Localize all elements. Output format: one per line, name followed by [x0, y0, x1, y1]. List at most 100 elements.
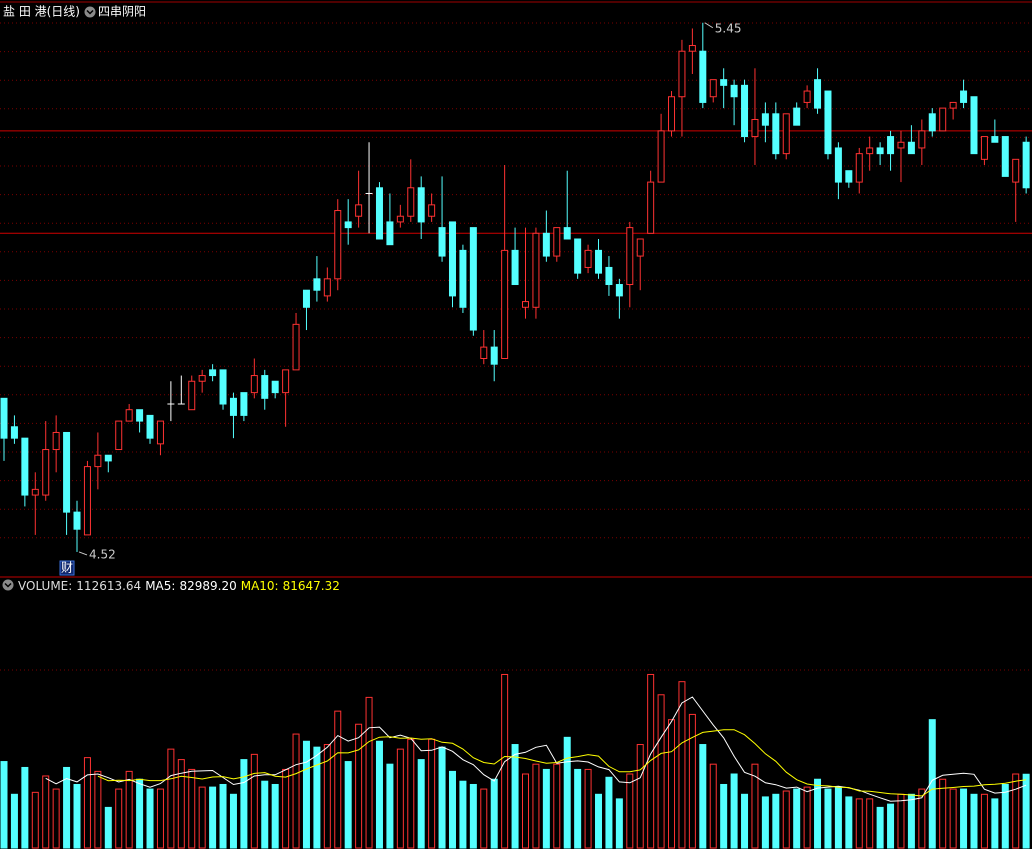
candle-body [334, 210, 342, 280]
volume-bar [970, 793, 978, 849]
candle-body [31, 488, 39, 496]
volume-bar [949, 788, 957, 849]
high-pointer [704, 22, 714, 29]
candle-body [1001, 136, 1009, 177]
candle-body [469, 227, 477, 331]
volume-bar [1001, 783, 1009, 849]
volume-bar [156, 788, 164, 849]
volume-bar [887, 803, 895, 849]
candle-body [741, 84, 749, 138]
ma-value: 81647.32 [283, 579, 340, 593]
volume-bar [229, 793, 237, 849]
volume-bar [417, 759, 425, 849]
candle-body [94, 454, 102, 468]
volume-bar [125, 770, 133, 849]
volume-bar [834, 786, 842, 849]
volume-bar [407, 738, 415, 849]
volume-menu-icon-arrow [4, 582, 12, 588]
volume-bar [584, 768, 592, 849]
candle-body [271, 380, 279, 394]
candle-body [782, 113, 790, 155]
candle-body [532, 232, 540, 308]
candle-body [970, 96, 978, 155]
volume-bar [595, 793, 603, 849]
candle-body [709, 79, 717, 98]
volume-bar [209, 786, 217, 849]
candle-body [772, 113, 780, 155]
badge: 财 [61, 561, 73, 575]
volume-bar [250, 753, 258, 849]
candle-body [688, 45, 696, 52]
volume-bar [428, 738, 436, 849]
candle-body [980, 136, 988, 160]
candle-body [918, 130, 926, 149]
volume-bar [918, 788, 926, 849]
candle-body [855, 153, 863, 183]
volume-bar [448, 770, 456, 849]
volume-bar [1012, 773, 1020, 849]
candle-body [480, 346, 488, 359]
volume-bar [626, 773, 634, 849]
candle-body [219, 369, 227, 405]
candle-body [21, 437, 29, 496]
volume-label: VOLUME: [18, 579, 72, 593]
volume-bar [188, 768, 196, 849]
volume-bar [855, 798, 863, 849]
candle-body [751, 118, 759, 138]
ma-value: 82989.20 [179, 579, 236, 593]
volume-bar [313, 746, 321, 849]
candle-body [115, 420, 123, 451]
volume-value: 112613.64 [76, 579, 141, 593]
candle-body [344, 221, 352, 229]
volume-header: VOLUME: 112613.64 MA5: 82989.20 MA10: 81647.3… [18, 579, 340, 593]
volume-bar [991, 798, 999, 849]
candle-body [386, 221, 394, 246]
volume-bar [793, 788, 801, 849]
candle-body [501, 249, 509, 359]
candle-body [302, 289, 310, 308]
candle-body [63, 431, 71, 513]
volume-bar [146, 788, 154, 849]
volume-bar [688, 713, 696, 849]
volume-bar [104, 806, 112, 849]
candle-body [396, 215, 404, 223]
candle-body [292, 323, 300, 371]
candle-body [146, 414, 154, 439]
volume-bar [177, 759, 185, 849]
volume-bar [709, 763, 717, 849]
volume-bar [490, 778, 498, 849]
menu-icon[interactable] [84, 6, 96, 18]
volume-bar [375, 740, 383, 849]
volume-bar [115, 788, 123, 849]
volume-bar [928, 719, 936, 849]
candle-body [866, 147, 874, 155]
candle-body [1022, 141, 1030, 189]
volume-bar [678, 681, 686, 849]
volume-bar [73, 783, 81, 849]
volume-bar [83, 757, 91, 849]
volume-bar [574, 768, 582, 849]
volume-bar [21, 766, 29, 849]
volume-bar [553, 763, 561, 849]
volume-bar [469, 783, 477, 849]
candle-body [104, 454, 112, 462]
volume-bar [271, 783, 279, 849]
candle-body [668, 96, 676, 132]
candle-body [897, 141, 905, 149]
volume-bar [720, 783, 728, 849]
volume-bar [866, 798, 874, 849]
candle-body [814, 79, 822, 109]
volume-bar [782, 790, 790, 849]
volume-bar [386, 763, 394, 849]
volume-bar [63, 766, 71, 849]
volume-bar [42, 775, 50, 849]
candle-body [928, 113, 936, 132]
volume-bar [532, 763, 540, 849]
volume-menu-icon[interactable] [2, 579, 14, 591]
badge-box [59, 560, 75, 576]
candle-body [407, 187, 415, 217]
volume-bar [10, 793, 18, 849]
ma-label: MA10: [241, 579, 279, 593]
volume-bar [459, 780, 467, 849]
